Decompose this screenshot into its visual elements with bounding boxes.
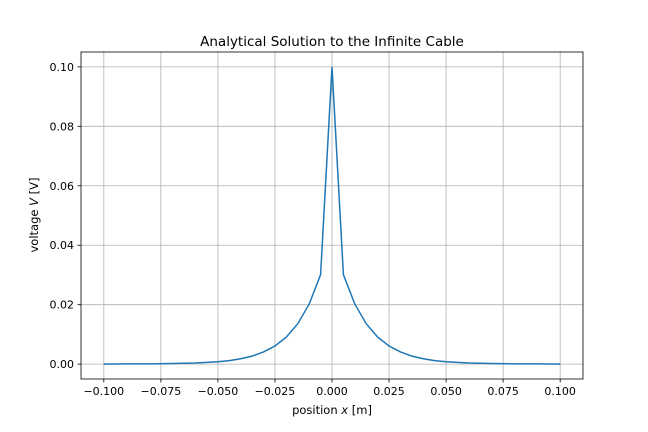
x-tick-label: 0.025 (373, 385, 405, 398)
series-line-voltage (103, 66, 561, 365)
y-tick-label: 0.04 (50, 239, 75, 252)
y-tick-label: 0.06 (50, 180, 75, 193)
x-tick-label: −0.100 (83, 385, 124, 398)
y-tick-label: 0.00 (50, 358, 75, 371)
y-axis: 0.00 0.02 0.04 0.06 0.08 0.10 (50, 61, 81, 371)
x-tick-label: 0.050 (430, 385, 462, 398)
x-tick-label: 0.100 (544, 385, 576, 398)
x-tick-label: −0.075 (141, 385, 182, 398)
x-tick-label: −0.025 (255, 385, 296, 398)
grid (81, 52, 583, 379)
x-axis: −0.100 −0.075 −0.050 −0.025 0.000 0.025 0.050 0… (83, 379, 576, 398)
y-tick-label: 0.02 (50, 299, 75, 312)
x-axis-label: position x [m] (292, 403, 372, 417)
x-tick-label: −0.050 (198, 385, 239, 398)
y-tick-label: 0.08 (50, 120, 75, 133)
y-axis-label: voltage V [V] (27, 178, 41, 253)
x-tick-label: 0.075 (487, 385, 519, 398)
x-tick-label: 0.000 (316, 385, 348, 398)
y-tick-label: 0.10 (50, 61, 75, 74)
chart-title: Analytical Solution to the Infinite Cabl… (200, 34, 464, 50)
